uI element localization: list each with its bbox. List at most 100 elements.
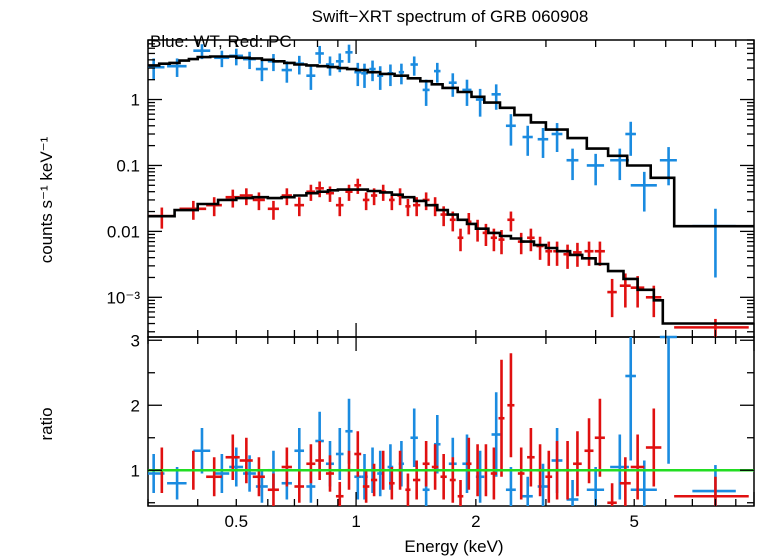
pc-data-point [527, 228, 535, 252]
pc-data-point [345, 184, 353, 201]
wt-data-point [566, 148, 579, 181]
pc-data-point [225, 434, 240, 480]
pc-data-point [490, 447, 497, 500]
pc-data-point [482, 223, 490, 247]
wt-data-point [243, 51, 256, 70]
pc-data-point [536, 236, 544, 260]
wt-data-point [610, 148, 629, 181]
pc-data-point [607, 483, 617, 506]
pc-data-point [335, 197, 344, 217]
wt-data-point [369, 60, 376, 82]
pc-data-point [206, 457, 222, 497]
pc-data-point [354, 178, 362, 194]
pc-data-point [449, 457, 456, 503]
pc-data-point [267, 473, 279, 506]
pc-data-point [553, 241, 561, 266]
wt-data-point [422, 79, 430, 106]
wt-data-point [398, 63, 405, 85]
pc-data-point [325, 186, 334, 202]
wt-data-point [306, 66, 316, 90]
bottom-y-axis-label: ratio [37, 407, 56, 440]
wt-data-point [522, 476, 533, 506]
wt-data-point [692, 208, 736, 278]
pc-data-point [457, 228, 464, 252]
wt-data-point [214, 50, 230, 68]
pc-data-point [563, 244, 572, 269]
wt-data-point [281, 61, 292, 83]
top-y-axis-label: counts s⁻¹ keV⁻¹ [37, 136, 56, 263]
top-panel-border [147, 39, 755, 338]
chart-subtitle: Blue: WT, Red: PC [150, 32, 292, 51]
pc-data-point [405, 198, 411, 217]
wt-data-point [294, 428, 305, 474]
pc-data-point [545, 450, 553, 503]
pc-data-point [431, 444, 439, 490]
pc-data-point [517, 447, 525, 500]
pc-data-point [422, 441, 430, 487]
pc-data-point [362, 192, 370, 211]
wt-data-point [345, 44, 353, 63]
wt-data-point [659, 335, 677, 464]
bottom-panel-marks [148, 335, 754, 506]
pc-data-point [527, 428, 535, 487]
wt-data-point [167, 58, 187, 77]
wt-data-point [434, 62, 441, 83]
wt-data-point [335, 428, 344, 480]
wt-data-point [377, 66, 384, 90]
pc-data-point [594, 241, 605, 266]
pc-data-point [457, 480, 464, 506]
wt-data-point [148, 58, 165, 80]
pc-data-point [294, 197, 305, 217]
top-panel-frame [147, 39, 755, 338]
pc-model-curve [148, 188, 754, 325]
pc-data-point [148, 207, 175, 229]
pc-data-point [645, 408, 662, 487]
wt-data-point [410, 56, 418, 76]
pc-data-point [412, 460, 421, 500]
pc-data-point [325, 455, 334, 492]
pc-data-point [498, 229, 505, 255]
pc-data-point [294, 470, 305, 503]
pc-data-point [619, 457, 631, 506]
wt-data-point [586, 153, 605, 186]
wt-data-point [625, 121, 636, 156]
bottom-y-tick-label: 1 [131, 461, 140, 480]
x-axis-label: Energy (keV) [404, 537, 503, 556]
bottom-panel-frame [147, 336, 755, 507]
pc-data-point [405, 473, 411, 506]
pc-data-point [584, 241, 594, 266]
pc-data-point [252, 192, 265, 211]
wt-model-curve [148, 55, 754, 228]
pc-data-point [440, 454, 447, 500]
wt-data-point [361, 63, 368, 88]
wt-data-point [505, 114, 516, 146]
pc-data-point [573, 431, 582, 497]
pc-data-point [389, 467, 395, 500]
wt-data-point [214, 454, 230, 493]
wt-data-point [505, 467, 516, 506]
wt-data-point [387, 64, 394, 87]
pc-data-point [498, 359, 505, 477]
wt-data-point [255, 60, 268, 82]
pc-data-point [594, 398, 605, 477]
pc-data-point [315, 181, 324, 198]
pc-data-point [315, 441, 324, 480]
wt-data-point [448, 73, 457, 97]
chart-title: Swift−XRT spectrum of GRB 060908 [312, 7, 589, 26]
wt-data-point [229, 447, 244, 487]
pc-data-point [252, 457, 265, 497]
wt-data-point [315, 45, 324, 64]
pc-data-point [267, 200, 279, 220]
bottom-panel-border [147, 336, 755, 507]
pc-data-point [306, 444, 316, 484]
pc-data-point [239, 188, 253, 206]
pc-data-point [517, 232, 525, 255]
pc-data-point [674, 318, 749, 337]
wt-data-point [625, 337, 636, 461]
pc-data-point [466, 437, 472, 490]
x-tick-label: 1 [351, 512, 360, 531]
bottom-y-tick-label: 3 [131, 331, 140, 350]
wt-data-point [193, 428, 211, 474]
x-tick-label: 0.5 [224, 512, 248, 531]
